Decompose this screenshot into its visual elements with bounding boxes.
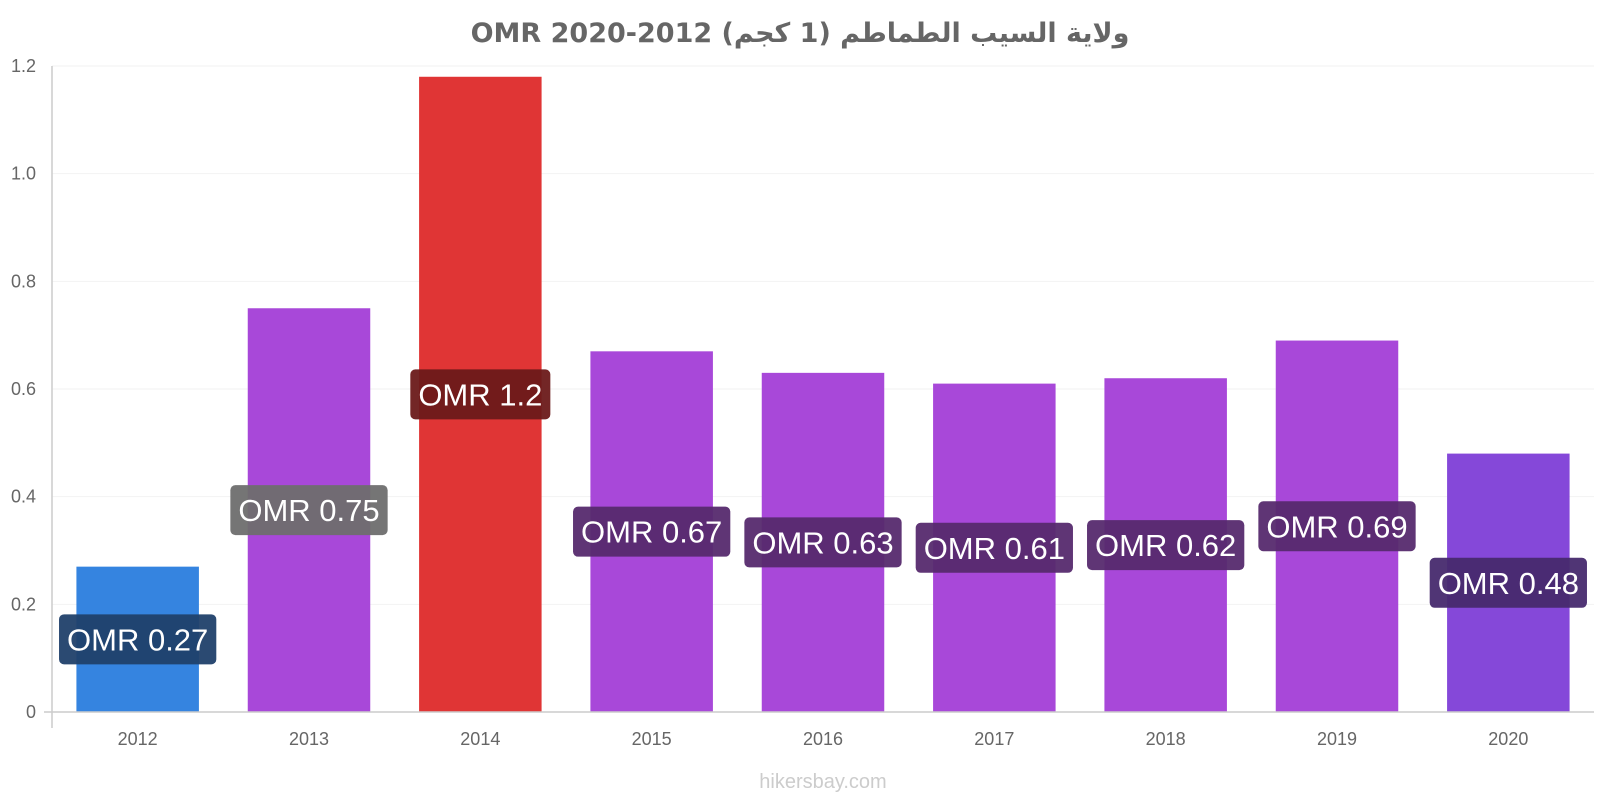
data-label-text: OMR 0.62 bbox=[1095, 528, 1236, 563]
data-label-box bbox=[1087, 520, 1245, 571]
data-label-text: OMR 1.2 bbox=[418, 377, 542, 412]
data-label-box bbox=[1429, 557, 1587, 608]
y-axis-ticks: 0 0.2 0.4 0.6 0.8 1.0 1.2 bbox=[11, 56, 36, 722]
x-axis-ticks: 2012 2013 2014 2015 2016 2017 2018 2019 2020 bbox=[118, 729, 1529, 749]
x-tick-label: 2019 bbox=[1317, 729, 1357, 749]
data-label-2019: OMR 0.69 bbox=[1258, 501, 1416, 552]
data-label-box bbox=[230, 485, 388, 536]
x-tick-label: 2016 bbox=[803, 729, 843, 749]
y-tick-label: 0.8 bbox=[11, 271, 36, 291]
data-labels: OMR 0.27 OMR 0.75 OMR 1.2 OMR 0.67 OMR 0.63 O… bbox=[59, 369, 1587, 665]
x-tick-label: 2020 bbox=[1488, 729, 1528, 749]
data-label-box bbox=[573, 506, 731, 557]
data-label-2012: OMR 0.27 bbox=[59, 614, 217, 665]
data-label-2014: OMR 1.2 bbox=[410, 369, 551, 420]
data-label-text: OMR 0.48 bbox=[1438, 566, 1579, 601]
data-label-2018: OMR 0.62 bbox=[1087, 520, 1245, 571]
data-label-box bbox=[59, 614, 217, 665]
data-label-2013: OMR 0.75 bbox=[230, 485, 388, 536]
x-tick-label: 2012 bbox=[118, 729, 158, 749]
data-label-box bbox=[1258, 501, 1416, 552]
data-label-box bbox=[410, 369, 551, 420]
data-label-2015: OMR 0.67 bbox=[573, 506, 731, 557]
data-label-text: OMR 0.61 bbox=[924, 531, 1065, 566]
x-tick-label: 2013 bbox=[289, 729, 329, 749]
data-label-text: OMR 0.69 bbox=[1266, 509, 1407, 544]
x-tick-label: 2018 bbox=[1146, 729, 1186, 749]
x-tick-label: 2014 bbox=[460, 729, 500, 749]
data-label-text: OMR 0.67 bbox=[581, 515, 722, 550]
chart-title: ولاية السيب الطماطم (1 كجم) 2012-2020 OM… bbox=[471, 18, 1130, 49]
data-label-2017: OMR 0.61 bbox=[915, 522, 1073, 573]
y-tick-label: 0.6 bbox=[11, 379, 36, 399]
data-label-text: OMR 0.27 bbox=[67, 622, 208, 657]
y-tick-label: 0.4 bbox=[11, 487, 36, 507]
x-tick-label: 2017 bbox=[974, 729, 1014, 749]
data-label-box bbox=[915, 522, 1073, 573]
y-tick-label: 0.2 bbox=[11, 594, 36, 614]
data-label-text: OMR 0.63 bbox=[752, 525, 893, 560]
data-label-box bbox=[744, 517, 902, 568]
bars bbox=[76, 76, 1570, 713]
y-tick-label: 0 bbox=[26, 702, 36, 722]
x-tick-label: 2015 bbox=[632, 729, 672, 749]
y-tick-label: 1.0 bbox=[11, 164, 36, 184]
data-label-2020: OMR 0.48 bbox=[1429, 557, 1587, 608]
data-label-text: OMR 0.75 bbox=[238, 493, 379, 528]
data-label-2016: OMR 0.63 bbox=[744, 517, 902, 568]
watermark: hikersbay.com bbox=[759, 771, 886, 793]
y-tick-label: 1.2 bbox=[11, 56, 36, 76]
